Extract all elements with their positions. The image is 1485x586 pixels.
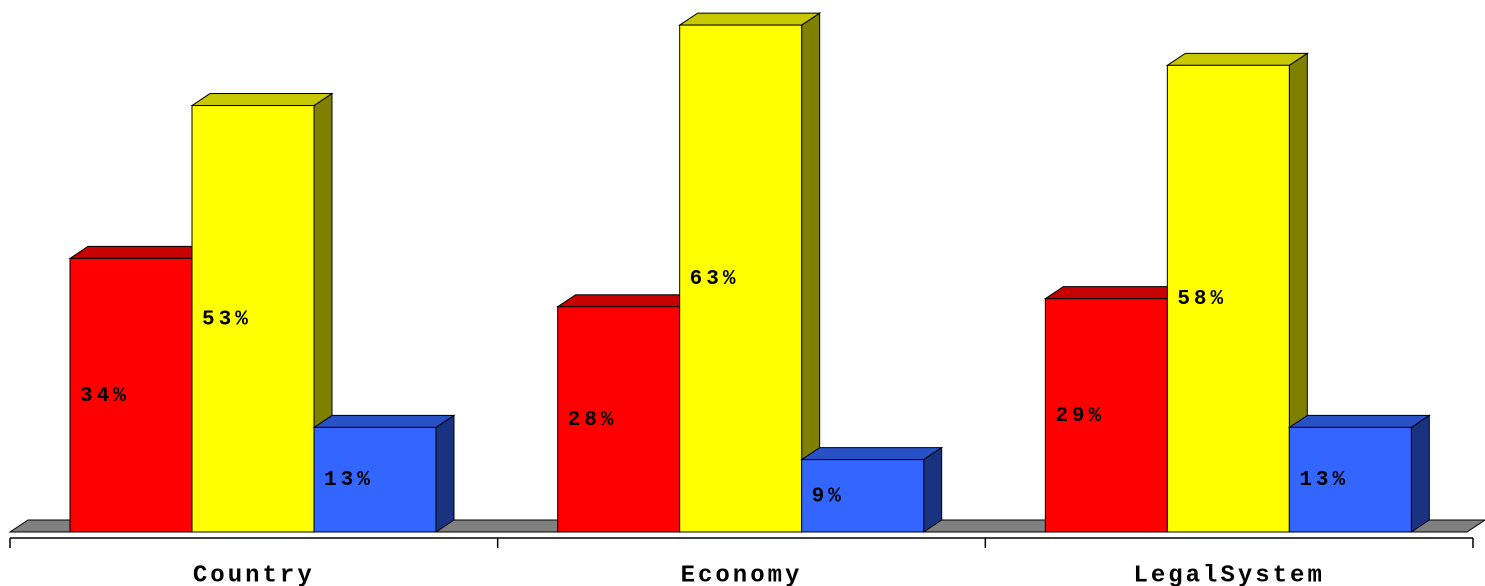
bar: [679, 24, 803, 533]
x-tick-label: Country: [193, 562, 315, 586]
x-tick-label: LegalSystem: [1133, 562, 1324, 586]
bar: [69, 257, 193, 533]
bar-top: [678, 12, 822, 26]
bar-top: [800, 447, 944, 461]
bar-side: [435, 414, 455, 533]
bar: [1288, 426, 1412, 533]
value-label: 28%: [568, 409, 618, 432]
bar: [801, 459, 925, 533]
value-label: 58%: [1177, 288, 1227, 311]
bar-top: [68, 245, 212, 259]
bar: [557, 306, 681, 533]
value-label: 13%: [1299, 469, 1349, 492]
bar-top: [1043, 286, 1187, 300]
bar: [191, 105, 315, 533]
bar: [313, 426, 437, 533]
value-label: 9%: [812, 485, 845, 508]
bar-side: [923, 446, 943, 533]
bar: [1166, 64, 1290, 533]
value-label: 13%: [324, 469, 374, 492]
bar-top: [1287, 414, 1431, 428]
bar-top: [556, 294, 700, 308]
value-label: 29%: [1055, 405, 1105, 428]
value-label: 53%: [202, 308, 252, 331]
bar-top: [190, 93, 334, 107]
bar-side: [1410, 414, 1430, 533]
bar: [1044, 298, 1168, 533]
value-label: 34%: [80, 385, 130, 408]
value-label: 63%: [690, 268, 740, 291]
x-tick-label: Economy: [681, 562, 803, 586]
bar-top: [1165, 52, 1309, 66]
bar-top: [312, 414, 456, 428]
